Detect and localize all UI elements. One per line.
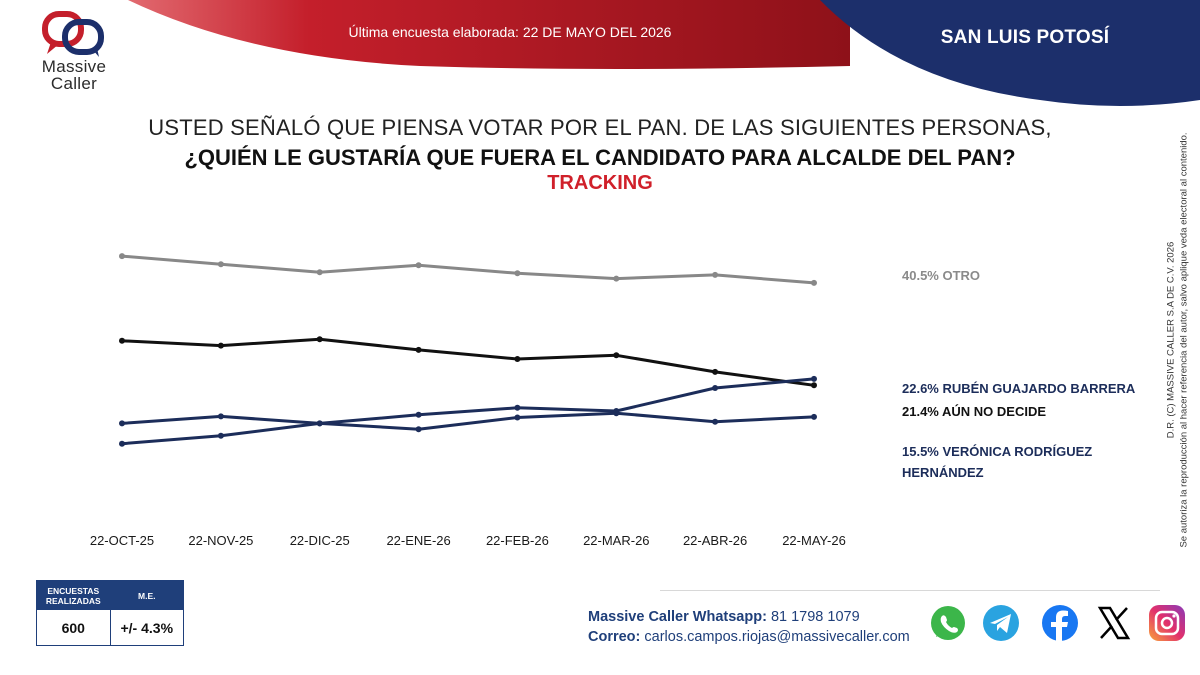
reproduction-text: Se autoriza la reproducción al hacer ref… [1178, 132, 1189, 548]
data-point [119, 420, 125, 427]
stats-margin-value: +/- 4.3% [120, 619, 174, 636]
data-point [415, 426, 422, 433]
legend-entry-1: 21.4% AÚN NO DECIDE [902, 401, 1046, 422]
legend-label: 15.5% VERÓNICA RODRÍGUEZ [902, 444, 1093, 459]
x-tick-label: 22-ABR-26 [683, 533, 747, 548]
legend-label: 22.6% RUBÉN GUAJARDO BARRERA [902, 381, 1136, 396]
data-point [316, 420, 323, 427]
whatsapp-icon[interactable] [928, 603, 968, 643]
footer-divider [660, 590, 1160, 591]
question-line1: USTED SEÑALÓ QUE PIENSA VOTAR POR EL PAN… [148, 115, 1052, 140]
logo-mark [42, 11, 104, 57]
x-tick-label: 22-NOV-25 [188, 533, 253, 548]
data-point [514, 270, 521, 277]
x-tick-label: 22-MAY-26 [782, 533, 846, 548]
series-line-1 [121, 337, 815, 387]
data-point [811, 375, 817, 382]
question-tracking: TRACKING [547, 172, 653, 194]
stats-surveys-value: 600 [37, 610, 111, 645]
data-point [119, 253, 125, 260]
data-point [415, 262, 422, 269]
telegram-icon[interactable] [981, 603, 1021, 643]
data-point [811, 413, 817, 420]
logo: Massive Caller [24, 10, 124, 102]
series-line-0 [121, 254, 815, 285]
email-address[interactable]: carlos.campos.riojas@massivecaller.com [644, 629, 910, 645]
stats-head-margin: M.E. [138, 590, 156, 601]
data-point [811, 382, 817, 389]
data-point [712, 368, 719, 375]
email-label: Correo: [588, 629, 641, 645]
data-point [514, 356, 521, 362]
stats-box: ENCUESTAS REALIZADAS M.E. 600 +/- 4.3% [36, 580, 184, 646]
data-point [712, 418, 719, 425]
state-name: SAN LUIS POTOSÍ [940, 27, 1110, 48]
x-tick-label: 22-DIC-25 [290, 533, 350, 548]
header-background [128, 0, 1200, 106]
data-point [811, 279, 817, 286]
logo-name-line2: Caller [50, 74, 98, 93]
whatsapp-number[interactable]: 81 1798 1079 [770, 609, 860, 625]
data-point [316, 336, 323, 343]
data-point [712, 385, 719, 391]
data-point [415, 346, 422, 353]
data-point [217, 342, 224, 349]
x-tick-label: 22-FEB-26 [486, 533, 549, 548]
instagram-icon[interactable] [1147, 603, 1187, 643]
series-line-2 [121, 411, 815, 446]
data-point [514, 404, 521, 411]
x-tick-label: 22-ENE-26 [386, 533, 450, 548]
data-point [119, 337, 125, 344]
x-icon[interactable] [1094, 603, 1134, 643]
stats-head-surveys: ENCUESTAS REALIZADAS [37, 581, 111, 610]
logo-name-line1: Massive [41, 57, 107, 76]
data-point [613, 275, 620, 282]
contact-info: Massive Caller Whatsapp: 81 1798 1079 Co… [588, 607, 910, 647]
data-point [217, 432, 224, 439]
data-point [613, 408, 620, 414]
legend-entry-2: 22.6% RUBÉN GUAJARDO BARRERA [902, 378, 1135, 399]
series-line-3 [121, 377, 815, 425]
x-tick-label: 22-MAR-26 [583, 533, 649, 548]
survey-date: Última encuesta elaborada: 22 DE MAYO DE… [348, 24, 672, 40]
data-point [613, 352, 620, 359]
legend-entry-0: 40.5% OTRO [902, 265, 980, 286]
data-point [316, 269, 323, 276]
x-tick-label: 22-OCT-25 [90, 533, 154, 548]
legend-entry-3: 15.5% VERÓNICA RODRÍGUEZ HERNÁNDEZ [902, 441, 1092, 483]
legend-label: 21.4% AÚN NO DECIDE [902, 404, 1046, 419]
facebook-icon[interactable] [1040, 603, 1080, 643]
question-line2: ¿QUIÉN LE GUSTARÍA QUE FUERA EL CANDIDAT… [184, 145, 1016, 170]
data-point [217, 261, 224, 268]
data-point [217, 413, 224, 420]
side-note: D.R. (C) MASSIVE CALLER S.A DE C.V. 2026… [1158, 110, 1198, 570]
data-point [514, 414, 521, 421]
data-point [119, 440, 125, 447]
legend-label: HERNÁNDEZ [902, 465, 984, 480]
data-point [415, 411, 422, 418]
copyright-text: D.R. (C) MASSIVE CALLER S.A DE C.V. 2026 [1165, 241, 1177, 439]
legend-label: 40.5% OTRO [902, 268, 981, 283]
whatsapp-label: Massive Caller Whatsapp: [588, 609, 767, 625]
data-point [712, 271, 719, 278]
